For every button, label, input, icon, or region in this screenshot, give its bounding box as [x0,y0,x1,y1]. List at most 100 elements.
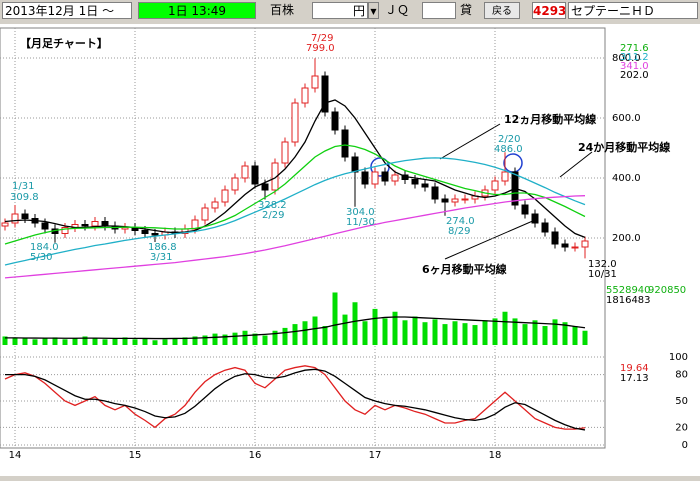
candle-body [1,222,9,227]
volume-bar [372,308,378,345]
candle-body [521,204,529,215]
y-tick-label: 100 [669,352,688,363]
volume-bar [342,314,348,345]
market: ＪＱ [385,3,410,17]
candle-body [541,222,549,233]
volume-bar [492,318,498,345]
candle-body [351,156,359,173]
candle-body [231,177,239,191]
volume-bar [422,322,428,345]
y-tick-label: 200.0 [612,233,641,244]
volume-bar [292,324,298,345]
volume-bar [282,327,288,345]
volume-bar [502,311,508,345]
volume-bar [542,326,548,345]
candle-body [321,75,329,113]
volume-bar [42,338,48,345]
volume-bar [62,339,68,345]
empty-field [422,2,456,19]
candle-body [381,171,389,182]
x-tick-label: 15 [129,450,142,461]
readout: 341.0 [620,61,649,72]
candle-body [571,246,579,249]
leader-line [444,219,536,260]
date: 2013年12月 1日 ～ [2,2,132,19]
volume-bar [452,321,458,345]
candle-body [201,207,209,221]
y-tick-label: 50 [675,396,688,407]
dropdown-arrow[interactable]: ▼ [368,2,379,19]
candle-body [221,189,229,203]
candle-body [251,165,259,185]
candle-body [291,102,299,143]
candle-body [141,230,149,234]
volume-bar [192,336,198,345]
line [4,365,586,430]
line [4,144,586,245]
volume-bar [392,311,398,345]
candle-body [341,129,349,158]
candle-body [91,221,99,227]
annotation: 6ヶ月移動平均線 [422,262,507,276]
annotation: 184.0 [30,242,59,253]
candle-body [211,201,219,209]
annotation: 5/30 [30,252,52,263]
candle-body [491,180,499,191]
readout: 202.0 [620,70,649,81]
annotation: 309.8 [10,192,39,203]
candle-body [331,111,339,131]
candle-body [301,87,309,104]
volume-bar [472,325,478,345]
y-tick-label: 20 [675,422,688,433]
volume-bar [132,339,138,345]
currency[interactable]: 円 [312,2,368,19]
company-name: セプテーニＨＤ [568,2,698,19]
volume-bar [532,320,538,345]
volume-bar [22,338,28,345]
volume-bar [442,324,448,345]
volume-bar [122,337,128,345]
y-tick-label: 600.0 [612,113,641,124]
volume-bar [162,339,168,345]
candle-body [501,171,509,182]
volume-bar [402,320,408,345]
x-tick-label: 18 [489,450,502,461]
annotation: 24か月移動平均線 [578,140,670,154]
volume-bar [262,335,268,345]
y-tick-label: 400.0 [612,173,641,184]
line [4,157,586,266]
volume-bar [552,319,558,345]
x-tick-label: 16 [249,450,262,461]
volume-bar [432,319,438,345]
annotation: 799.0 [306,43,335,54]
volume-bar [332,292,338,345]
volume-bar [92,338,98,345]
lend: 貸 [460,3,473,17]
annotation: 132.0 [588,259,617,270]
volume-bar [222,334,228,345]
candle-body [261,183,269,191]
volume-bar [182,337,188,345]
volume-bar [512,318,518,345]
plot-frame [0,27,606,449]
chart: 14 15 16 17 18 200.0 400.0 600.0 800.0271.6311.2… [0,24,700,476]
candle-body [151,233,159,236]
volume-bar [212,333,218,345]
readout: 19.64 [620,363,649,374]
candle-body [61,227,69,234]
y-tick-label: 0 [682,440,688,451]
candle-body [451,198,459,203]
unit: 百株 [270,3,295,17]
annotation: 12ヵ月移動平均線 [504,112,596,126]
candle-body [11,213,19,224]
volume-bar [582,330,588,345]
annotation: 186.8 [148,242,177,253]
back-button[interactable]: 戻る [484,2,520,19]
annotation: 1/31 [12,181,34,192]
candle-body [561,243,569,248]
candle-body [551,231,559,245]
volume-bar [572,326,578,345]
volume-bar [172,338,178,345]
leader-line [559,151,593,178]
